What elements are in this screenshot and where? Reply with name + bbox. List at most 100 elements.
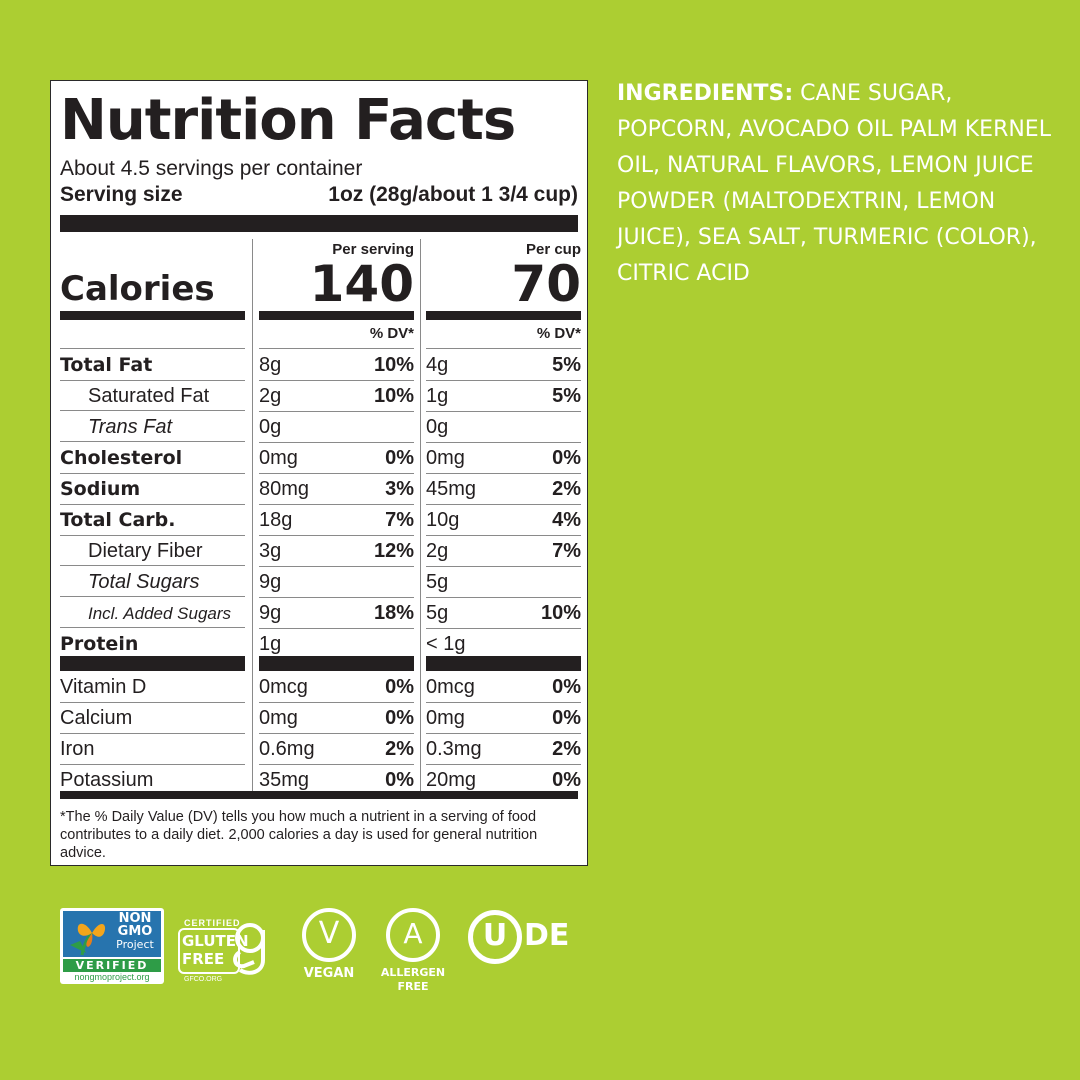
per-serving-dv: 0% [385, 676, 414, 698]
nutrient-name: Vitamin D [60, 671, 245, 703]
per-serving-cell: 0g [259, 411, 414, 443]
per-serving-amount: 2g [259, 385, 282, 407]
per-cup-cell: 0mg 0% [426, 702, 581, 734]
nutrient-name: Trans Fat [60, 411, 245, 442]
per-serving-cell: 0mg 0% [259, 702, 414, 734]
per-serving-cell: 3g 12% [259, 535, 414, 567]
per-cup-dv: 5% [552, 354, 581, 376]
per-cup-cell: 5g [426, 566, 581, 598]
gluten-line2: FREE [182, 950, 225, 968]
nutrient-row: Saturated Fat 2g 10% 1g 5% [60, 380, 581, 412]
gluten-free-badge: CERTIFIED GLUTEN FREE GFCO.ORG [178, 918, 288, 988]
thick-divider [60, 215, 578, 232]
row-rule [60, 348, 245, 349]
servings-per-container: About 4.5 servings per container [60, 157, 363, 180]
calories-divider [426, 311, 581, 320]
per-cup-amount: 0mg [426, 447, 465, 469]
per-serving-header: Per serving [332, 241, 414, 258]
gluten-certified: CERTIFIED [184, 918, 241, 928]
protein-divider [60, 656, 245, 671]
calories-divider [259, 311, 414, 320]
protein-divider [259, 656, 414, 671]
gluten-line1: GLUTEN [182, 932, 249, 950]
nutrient-name: Potassium [60, 769, 154, 791]
per-cup-amount: 10g [426, 509, 460, 531]
nutrient-row: Sodium 80mg 3% 45mg 2% [60, 473, 581, 505]
per-cup-cell: < 1g [426, 628, 581, 659]
nongmo-line1: NON [118, 911, 152, 926]
nutrient-name: Calcium [60, 702, 245, 734]
gfco-g-icon [233, 923, 265, 975]
daily-value-footnote: *The % Daily Value (DV) tells you how mu… [60, 809, 538, 861]
nutrient-row: Vitamin D 0mcg 0% 0mcg 0% [60, 671, 581, 703]
per-cup-cell: 0mg 0% [426, 442, 581, 474]
nutrient-name: Total Sugars [60, 566, 245, 597]
per-cup-amount: 0g [426, 416, 449, 438]
ingredients-block: INGREDIENTS: CANE SUGAR, POPCORN, AVOCAD… [617, 76, 1067, 292]
per-serving-dv: 0% [385, 447, 414, 469]
nutrient-row: Trans Fat 0g 0g [60, 411, 581, 443]
serving-size-label: Serving size [60, 183, 183, 206]
per-cup-header: Per cup [525, 241, 581, 258]
per-cup-amount: 0.3mg [426, 738, 482, 760]
per-cup-dv: 0% [552, 769, 581, 791]
nutrient-row: Incl. Added Sugars 9g 18% 5g 10% [60, 597, 581, 629]
non-gmo-badge: NON GMO Project VERIFIED nongmoproject.o… [60, 908, 164, 984]
per-cup-amount: 2g [426, 540, 449, 562]
column-divider [252, 239, 253, 791]
per-serving-amount: 0mg [259, 707, 298, 729]
per-serving-dv: 7% [385, 509, 414, 531]
per-cup-dv: 10% [540, 602, 581, 624]
ingredients-heading: INGREDIENTS: [617, 81, 794, 106]
per-serving-dv: 18% [373, 602, 414, 624]
ingredients-text: CANE SUGAR, POPCORN, AVOCADO OIL PALM KE… [617, 81, 1051, 286]
butterfly-icon [70, 923, 106, 956]
row-rule [259, 348, 414, 349]
nutrient-name: Total Carb. [60, 504, 245, 536]
per-cup-dv: 0% [552, 447, 581, 469]
per-cup-cell: 0mcg 0% [426, 671, 581, 703]
nutrient-name: Dietary Fiber [60, 535, 245, 566]
dv-header: % DV* [536, 325, 581, 342]
per-serving-cell: 1g [259, 628, 414, 659]
column-divider [420, 239, 421, 791]
per-cup-cell: 5g 10% [426, 597, 581, 629]
per-serving-cell: 9g [259, 566, 414, 598]
nutrition-facts-label: Nutrition Facts About 4.5 servings per c… [60, 81, 581, 865]
allergen-line2: FREE [397, 980, 429, 993]
per-cup-amount: 4g [426, 354, 449, 376]
serving-size-row: Serving size 1oz (28g/about 1 3/4 cup) [60, 181, 578, 209]
nutrient-row: Total Fat 8g 10% 4g 5% [60, 349, 581, 381]
per-cup-cell: 0g [426, 411, 581, 443]
per-cup-cell: 4g 5% [426, 349, 581, 381]
nongmo-line2: GMO [117, 924, 153, 939]
nutrient-row: Potassium 35mg 0% 20mg 0% [60, 764, 581, 795]
per-serving-amount: 80mg [259, 478, 310, 500]
vegan-v-icon: V [318, 916, 340, 951]
per-serving-cell: 0mg 0% [259, 442, 414, 474]
protein-divider [426, 656, 581, 671]
per-serving-amount: 9g [259, 602, 282, 624]
serving-size-value: 1oz (28g/about 1 3/4 cup) [328, 183, 578, 206]
per-cup-dv: 5% [552, 385, 581, 407]
nongmo-url: nongmoproject.org [74, 972, 150, 982]
row-rule [426, 348, 581, 349]
calories-per-serving: 140 [309, 255, 414, 313]
per-serving-cell: 18g 7% [259, 504, 414, 536]
kosher-de-label: DE [524, 918, 570, 953]
nutrient-name: Protein [60, 633, 139, 655]
nongmo-line3: Project [116, 938, 154, 951]
nutrient-row: Cholesterol 0mg 0% 0mg 0% [60, 442, 581, 474]
per-cup-dv: 2% [552, 738, 581, 760]
nutrient-name: Total Fat [60, 349, 245, 381]
nutrient-name: Incl. Added Sugars [60, 597, 245, 628]
nutrient-row: Protein 1g < 1g [60, 628, 578, 659]
per-serving-amount: 0mg [259, 447, 298, 469]
per-serving-dv: 2% [385, 738, 414, 760]
per-cup-amount: 0mcg [426, 676, 475, 698]
per-serving-amount: 0.6mg [259, 738, 315, 760]
allergen-line1: ALLERGEN [380, 966, 446, 979]
per-cup-amount: 0mg [426, 707, 465, 729]
bottom-divider [60, 791, 578, 799]
per-cup-cell: 20mg 0% [426, 764, 581, 795]
